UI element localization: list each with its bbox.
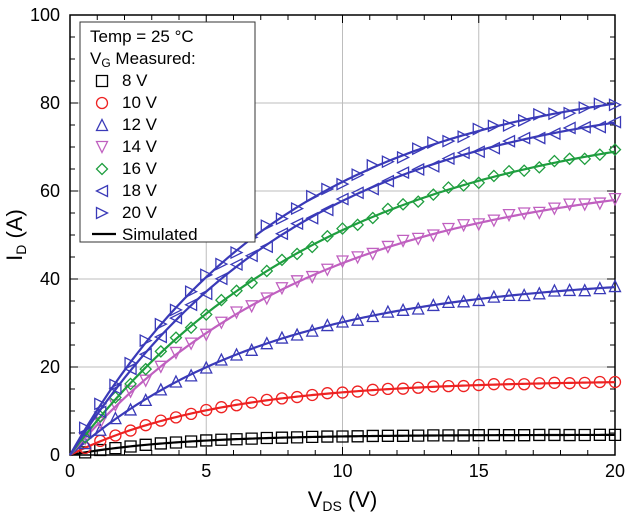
legend-item: 14 V	[122, 137, 158, 156]
legend-sim: Simulated	[122, 225, 198, 244]
svg-text:15: 15	[469, 461, 489, 481]
legend-item: 8 V	[122, 71, 148, 90]
legend-temp: Temp = 25 °C	[90, 27, 194, 46]
svg-text:0: 0	[65, 461, 75, 481]
svg-text:20: 20	[605, 461, 625, 481]
svg-text:5: 5	[201, 461, 211, 481]
svg-text:80: 80	[40, 93, 60, 113]
chart-svg: 05101520020406080100VDS (V)ID (A)Temp = …	[0, 0, 630, 521]
legend-item: 20 V	[122, 203, 158, 222]
legend-item: 16 V	[122, 159, 158, 178]
legend-item: 12 V	[122, 115, 158, 134]
svg-text:40: 40	[40, 269, 60, 289]
svg-text:0: 0	[50, 445, 60, 465]
svg-text:20: 20	[40, 357, 60, 377]
legend-item: 10 V	[122, 93, 158, 112]
legend-item: 18 V	[122, 181, 158, 200]
svg-text:100: 100	[30, 5, 60, 25]
iv-curve-chart: 05101520020406080100VDS (V)ID (A)Temp = …	[0, 0, 630, 521]
svg-text:60: 60	[40, 181, 60, 201]
x-axis-label: VDS (V)	[308, 487, 378, 514]
svg-text:10: 10	[332, 461, 352, 481]
